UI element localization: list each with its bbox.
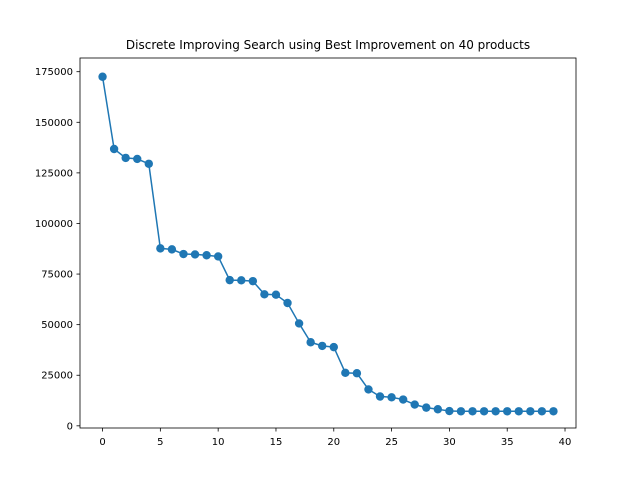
data-point bbox=[260, 290, 269, 299]
x-tick-label: 30 bbox=[443, 437, 456, 448]
y-tick-label: 175000 bbox=[35, 67, 73, 78]
data-point bbox=[329, 342, 338, 352]
y-tick-label: 100000 bbox=[35, 219, 73, 230]
data-point bbox=[133, 154, 142, 164]
data-point bbox=[526, 407, 535, 416]
data-point bbox=[398, 395, 408, 404]
y-tick-label: 25000 bbox=[41, 371, 73, 382]
axes-frame bbox=[79, 57, 577, 429]
x-tick-label: 25 bbox=[385, 437, 398, 448]
x-tick-label: 15 bbox=[270, 437, 283, 448]
data-point bbox=[549, 407, 558, 416]
data-point bbox=[121, 153, 130, 163]
x-tick-label: 40 bbox=[559, 437, 572, 448]
x-tick-label: 10 bbox=[212, 437, 225, 448]
data-point bbox=[479, 407, 489, 416]
y-tick-label: 0 bbox=[67, 421, 73, 432]
data-point bbox=[248, 276, 258, 286]
y-tick-label: 75000 bbox=[41, 270, 73, 281]
data-point bbox=[375, 392, 385, 401]
data-point bbox=[537, 407, 547, 416]
data-point bbox=[422, 403, 431, 412]
data-point bbox=[179, 249, 188, 259]
data-point bbox=[237, 276, 246, 285]
data-point bbox=[294, 319, 304, 328]
data-point bbox=[156, 244, 165, 253]
data-point bbox=[202, 251, 211, 260]
data-point bbox=[364, 385, 373, 394]
data-point bbox=[341, 368, 350, 378]
x-tick-label: 0 bbox=[99, 437, 105, 448]
data-point bbox=[445, 406, 454, 416]
data-point bbox=[109, 144, 119, 154]
data-point bbox=[352, 369, 362, 378]
data-point bbox=[225, 275, 234, 285]
data-point bbox=[167, 245, 177, 254]
data-point bbox=[306, 338, 315, 347]
x-tick-label: 35 bbox=[501, 437, 514, 448]
y-tick-label: 50000 bbox=[41, 320, 73, 331]
data-point bbox=[456, 407, 466, 416]
data-point bbox=[318, 341, 327, 351]
data-point bbox=[387, 393, 396, 402]
data-point bbox=[410, 400, 419, 409]
data-point bbox=[283, 298, 292, 308]
y-tick-label: 125000 bbox=[35, 168, 73, 179]
data-point bbox=[514, 407, 523, 416]
data-point bbox=[468, 407, 477, 416]
data-point bbox=[144, 159, 153, 168]
data-point bbox=[271, 290, 281, 299]
plot-area: 0 5 10 15 20 25 30 35 40 0 25000 50000 75000 100000 12… bbox=[35, 57, 577, 448]
chart-title: Discrete Improving Search using Best Imp… bbox=[126, 38, 530, 52]
data-point bbox=[190, 250, 200, 259]
data-point bbox=[98, 72, 107, 81]
data-point bbox=[433, 405, 443, 414]
y-tick-label: 150000 bbox=[35, 118, 73, 129]
data-point bbox=[491, 407, 500, 416]
x-tick-label: 5 bbox=[157, 437, 163, 448]
series-line bbox=[101, 76, 554, 413]
data-point bbox=[213, 252, 223, 261]
x-tick-label: 20 bbox=[327, 437, 340, 448]
data-point bbox=[503, 407, 512, 416]
